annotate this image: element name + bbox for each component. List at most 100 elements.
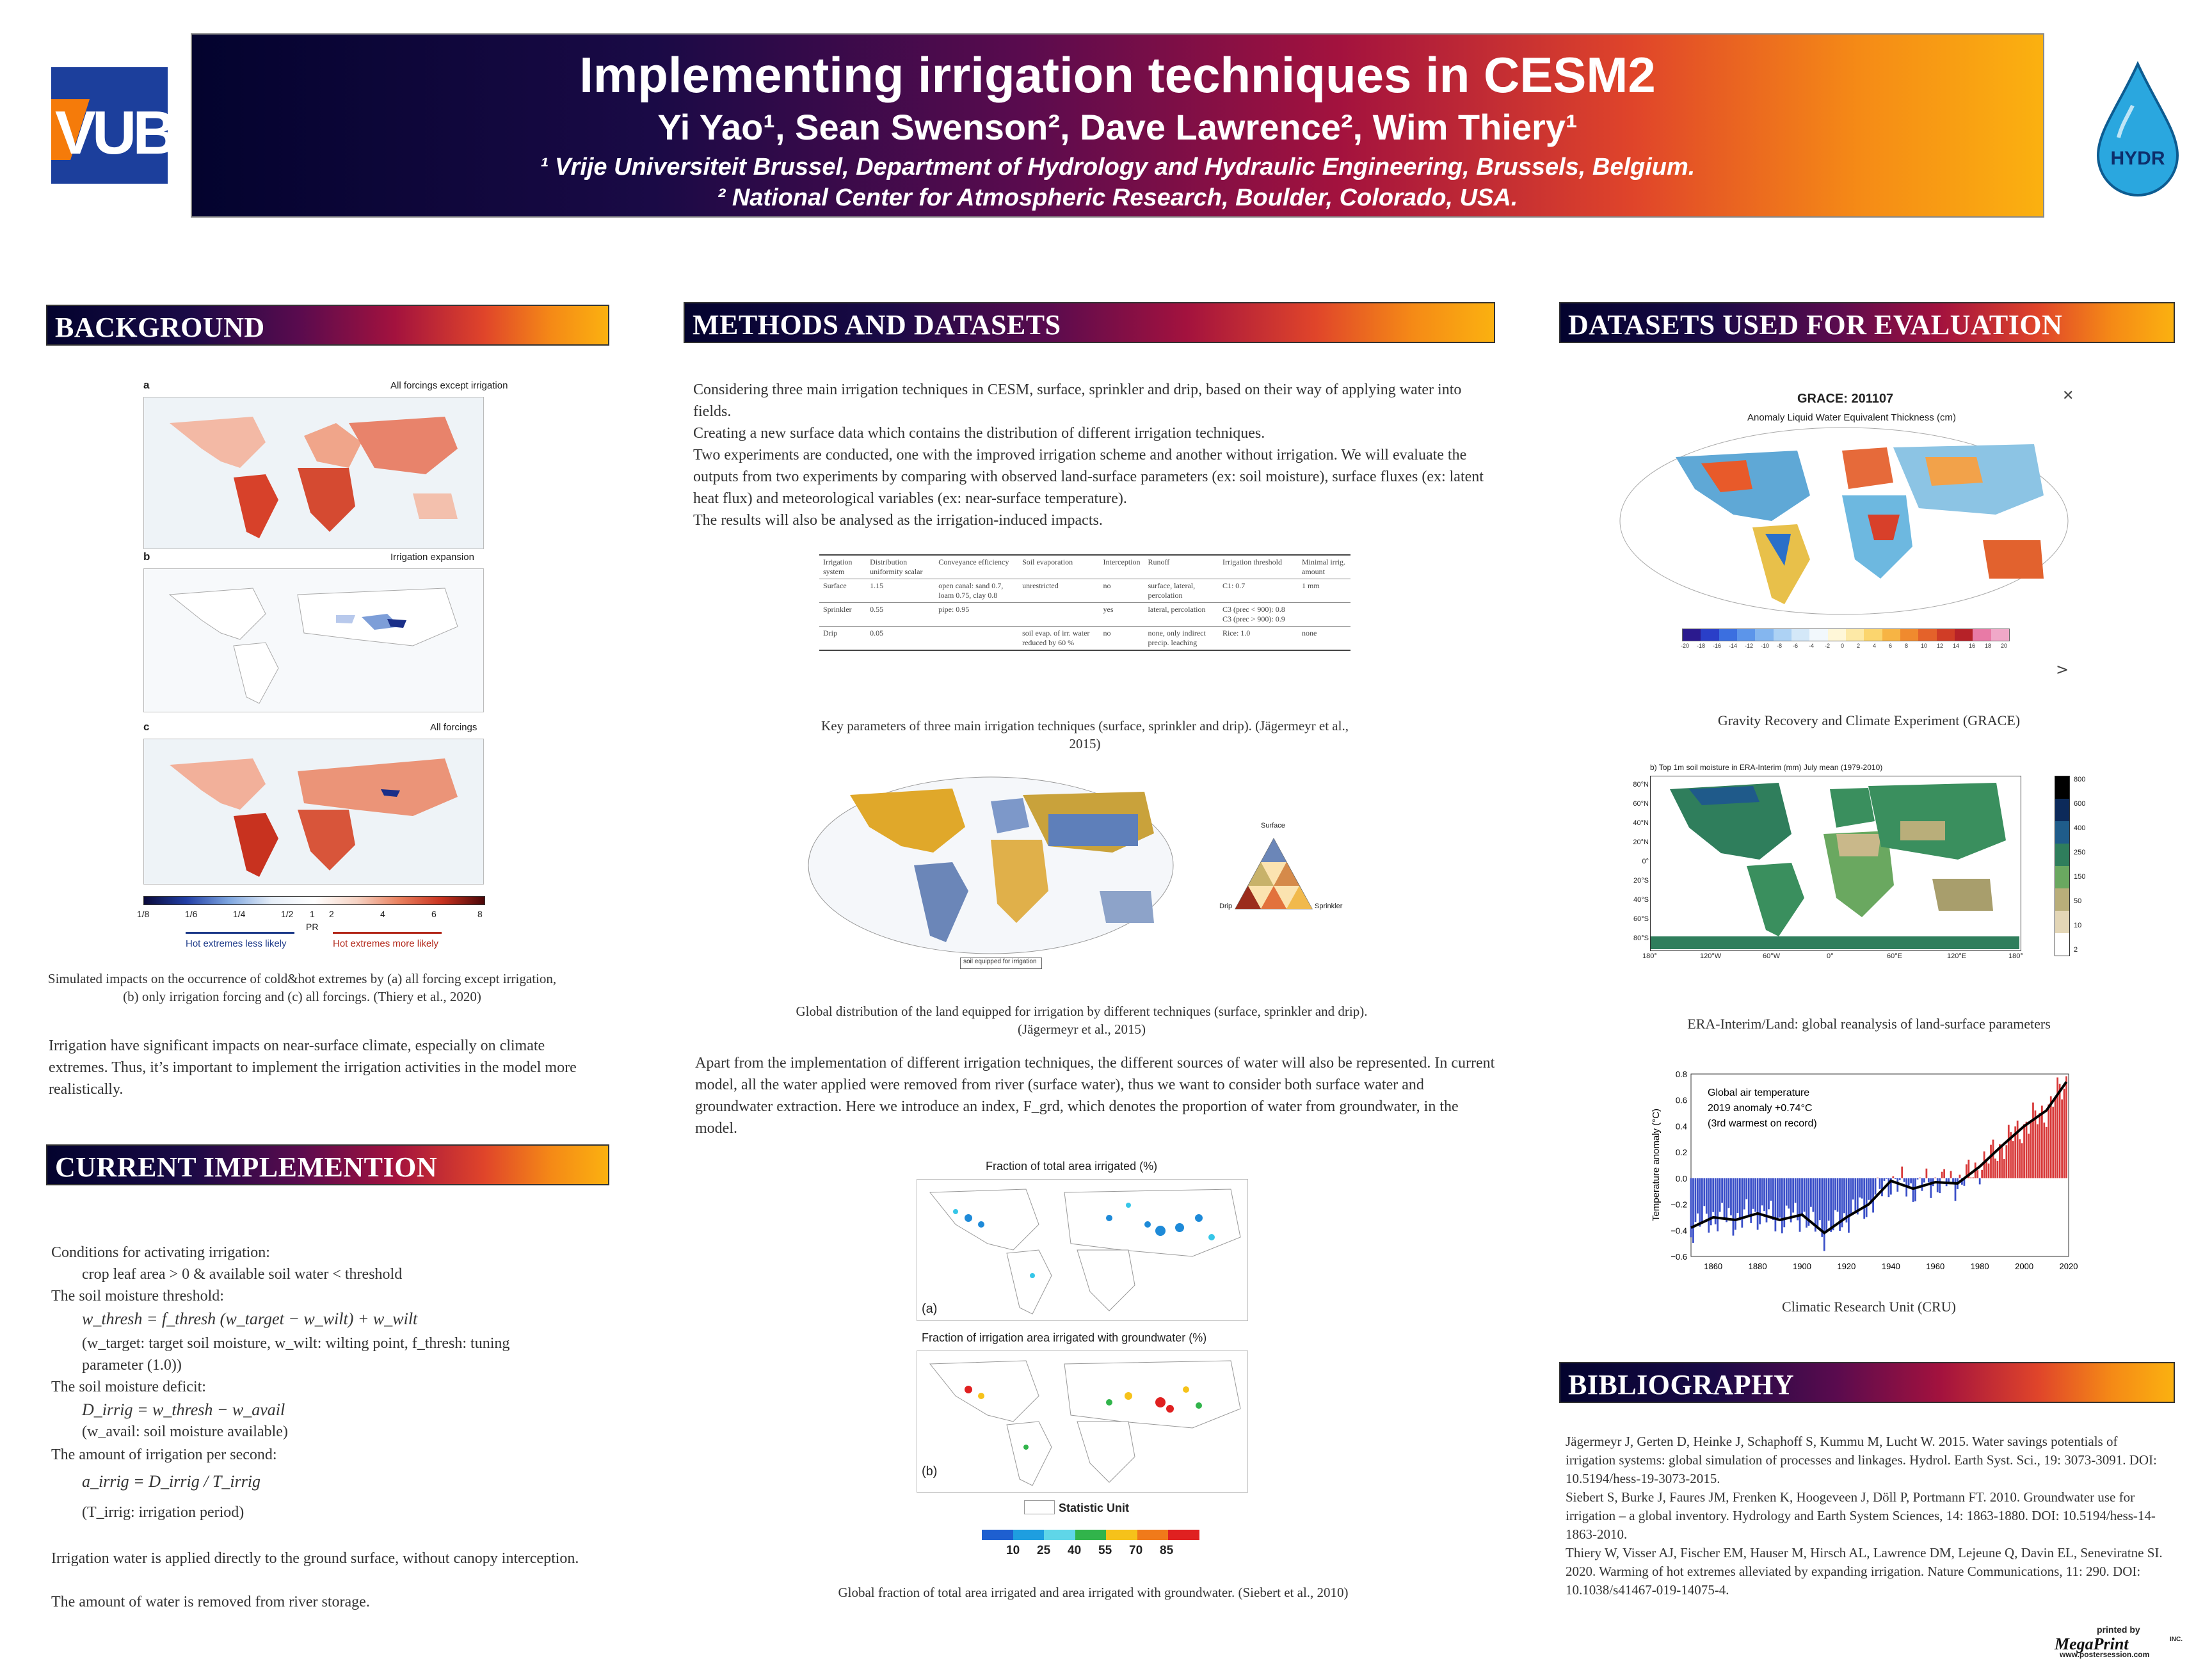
cru-bar [1708, 1178, 1710, 1233]
cru-bar [1910, 1178, 1912, 1183]
era-map [1650, 776, 2021, 951]
cru-caption: Climatic Research Unit (CRU) [1782, 1299, 1956, 1315]
cru-bar [2061, 1099, 2063, 1178]
cru-bar [1983, 1151, 1985, 1178]
cru-bar [1830, 1178, 1832, 1232]
cru-bar [1823, 1178, 1825, 1251]
title-banner: Implementing irrigation techniques in CE… [191, 33, 2044, 218]
methods-heading: METHODS AND DATASETS [684, 302, 1495, 343]
methods-p1: Considering three main irrigation techni… [693, 381, 1462, 420]
cru-xtick: 1940 [1882, 1262, 1900, 1271]
equation-amount: a_irrig = D_irrig / T_irrig [82, 1472, 261, 1491]
cru-bar [2003, 1158, 2005, 1178]
cru-bar [1907, 1178, 1910, 1186]
cru-bar [1930, 1178, 1932, 1198]
cru-bar [1834, 1178, 1836, 1210]
era-colorbar-ticks: 800 600 400 250 150 50 10 2 [2074, 776, 2086, 954]
cru-ytick: 0.6 [1676, 1096, 1687, 1105]
cru-bar [2056, 1077, 2059, 1178]
fig-a-label: (a) [922, 1302, 938, 1316]
cru-bar [1894, 1178, 1896, 1179]
table-row: Sprinkler 0.55 pipe: 0.95 yes lateral, per… [819, 602, 1350, 627]
cru-bar [1697, 1178, 1699, 1214]
cru-bar [1889, 1178, 1892, 1195]
cru-xtick: 2020 [2060, 1262, 2078, 1271]
map-panel-c [143, 739, 484, 885]
cru-bar [2032, 1102, 2034, 1178]
cru-bar [1981, 1169, 1984, 1178]
panel-b-letter: b [143, 550, 150, 563]
cru-bar [1992, 1139, 1994, 1178]
cru-bar [1827, 1178, 1830, 1221]
methods-p5: Apart from the implementation of differe… [695, 1055, 1495, 1137]
cru-chart-svg: Global air temperature 2019 anomaly +0.7… [1651, 1070, 2078, 1271]
ternary-top-label: Surface [1261, 822, 1285, 830]
cru-bar [2048, 1104, 2050, 1178]
cru-bar [1730, 1178, 1732, 1215]
cru-bar [2005, 1145, 2008, 1178]
cru-bar [1816, 1178, 1819, 1229]
current-line-5: The soil moisture deficit: [51, 1379, 206, 1395]
current-line-3: The soil moisture threshold: [51, 1288, 224, 1304]
cru-bar [2049, 1096, 2052, 1178]
cru-bar [1963, 1178, 1966, 1186]
svg-text:HYDR: HYDR [2110, 148, 2165, 169]
cru-bar [1825, 1178, 1828, 1233]
map-panel-b [143, 568, 484, 712]
cru-bar [1803, 1178, 1806, 1212]
cru-bar [2019, 1139, 2021, 1178]
cru-bar [1779, 1178, 1781, 1218]
cru-bar [1999, 1144, 2001, 1178]
panel-a-letter: a [143, 379, 150, 391]
cru-ytick: −0.6 [1671, 1252, 1687, 1262]
cru-bar [1839, 1178, 1841, 1231]
cru-bar [1807, 1178, 1810, 1226]
cru-bar [1868, 1178, 1870, 1200]
grace-colorbar-ticks: -20 -18 -16 -14 -12 -10 -8 -6 -4 -2 0 2 … [1681, 643, 2008, 649]
background-body: Irrigation have significant impacts on n… [49, 1038, 577, 1098]
cru-bar [1879, 1178, 1881, 1189]
background-figure-caption: Simulated impacts on the occurrence of c… [47, 971, 557, 1004]
cru-bar [1756, 1178, 1759, 1230]
cru-bar [1781, 1178, 1783, 1233]
cru-bar [1887, 1178, 1890, 1198]
cru-bar [1692, 1178, 1694, 1243]
map-panel-a [143, 397, 484, 549]
grace-colorbar [1682, 629, 2010, 641]
cru-bar [1810, 1178, 1812, 1207]
cru-bar [1936, 1178, 1939, 1192]
printed-by-label: printed by [2097, 1624, 2140, 1635]
cru-bar [1856, 1178, 1859, 1215]
cru-bar [1714, 1178, 1717, 1224]
methods-p2: Creating a new surface data which contai… [693, 425, 1265, 442]
cru-bar [1852, 1178, 1854, 1200]
current-line-8: (T_irrig: irrigation period) [82, 1504, 244, 1521]
cru-bar [1699, 1178, 1701, 1227]
era-title: b) Top 1m soil moisture in ERA-Interim (… [1650, 763, 1883, 772]
cru-bar [1841, 1178, 1843, 1228]
grace-next-icon[interactable]: > [2056, 661, 2069, 678]
cru-bar [1765, 1178, 1768, 1222]
era-lat-ticks: 80°N 60°N 40°N 20°N 0° 20°S 40°S 60°S 80… [1633, 781, 1649, 942]
cru-bar [1772, 1178, 1774, 1221]
cru-bar [1710, 1178, 1712, 1226]
cru-bar [2045, 1126, 2048, 1178]
cru-annotation-3: (3rd warmest on record) [1708, 1118, 1817, 1129]
cru-bar [2058, 1084, 2061, 1178]
cru-bar [1965, 1164, 1968, 1178]
cru-bar [1881, 1178, 1883, 1197]
cru-bar [1978, 1178, 1981, 1185]
era-caption: ERA-Interim/Land: global reanalysis of l… [1687, 1016, 2051, 1032]
megaprint-logo: MegaPrint [2055, 1635, 2129, 1653]
cru-bar [1845, 1178, 1848, 1222]
cru-bar [1806, 1178, 1807, 1228]
cru-bar [1743, 1178, 1745, 1210]
grace-close-icon[interactable]: ✕ [2062, 388, 2074, 404]
cru-bar [1735, 1178, 1736, 1230]
cru-bar [2043, 1122, 2046, 1178]
ternary-legend [1216, 819, 1331, 928]
cru-bar [1943, 1169, 1946, 1178]
fig-b-title: Fraction of irrigation area irrigated wi… [922, 1331, 1207, 1344]
less-likely-label: Hot extremes less likely [186, 938, 287, 949]
cru-bar [1726, 1178, 1727, 1222]
